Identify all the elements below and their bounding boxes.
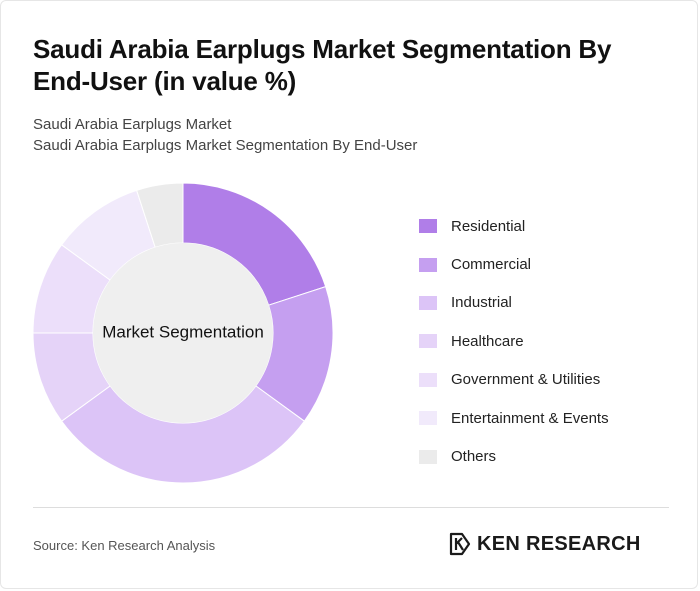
legend-label-government-utilities: Government & Utilities xyxy=(451,371,601,389)
footer-divider xyxy=(33,507,669,508)
donut-slices xyxy=(32,182,334,484)
legend-swatch-healthcare xyxy=(419,334,437,349)
legend-swatch-others xyxy=(419,449,437,464)
legend-label-entertainment-events: Entertainment & Events xyxy=(451,409,609,427)
source-note: Source: Ken Research Analysis xyxy=(33,538,216,553)
legend-label-residential: Residential xyxy=(451,217,526,235)
donut-hole xyxy=(93,243,273,423)
legend-item-industrial: Industrial xyxy=(419,284,609,322)
legend-label-commercial: Commercial xyxy=(451,256,532,274)
subtitle-line-2: Saudi Arabia Earplugs Market Segmentatio… xyxy=(33,137,418,154)
legend-swatch-commercial xyxy=(419,257,437,272)
ken-research-logo-icon xyxy=(449,532,471,556)
legend-item-entertainment-events: Entertainment & Events xyxy=(419,399,609,437)
chart-legend: Residential Commercial Industrial Healthcar… xyxy=(419,207,609,476)
legend-item-government-utilities: Government & Utilities xyxy=(419,361,609,399)
ken-research-logo: KEN RESEARCH xyxy=(449,531,641,557)
legend-item-commercial: Commercial xyxy=(419,245,609,283)
ken-research-logo-text: KEN RESEARCH xyxy=(477,532,641,555)
legend-swatch-entertainment-events xyxy=(419,411,437,426)
chart-subtitle: Saudi Arabia Earplugs Market Saudi Arabi… xyxy=(33,114,417,156)
legend-swatch-industrial xyxy=(419,295,437,310)
donut-center-label: Market Segmentation xyxy=(102,322,264,341)
legend-item-others: Others xyxy=(419,437,609,475)
legend-swatch-government-utilities xyxy=(419,372,437,387)
legend-label-healthcare: Healthcare xyxy=(451,332,524,350)
legend-swatch-residential xyxy=(419,219,437,234)
chart-title: Saudi Arabia Earplugs Market Segmentatio… xyxy=(33,34,612,96)
donut-chart: Market Segmentation xyxy=(32,182,334,484)
legend-item-residential: Residential xyxy=(419,207,609,245)
subtitle-line-1: Saudi Arabia Earplugs Market xyxy=(33,116,232,133)
legend-label-industrial: Industrial xyxy=(451,294,512,312)
legend-label-others: Others xyxy=(451,448,497,466)
legend-item-healthcare: Healthcare xyxy=(419,322,609,360)
